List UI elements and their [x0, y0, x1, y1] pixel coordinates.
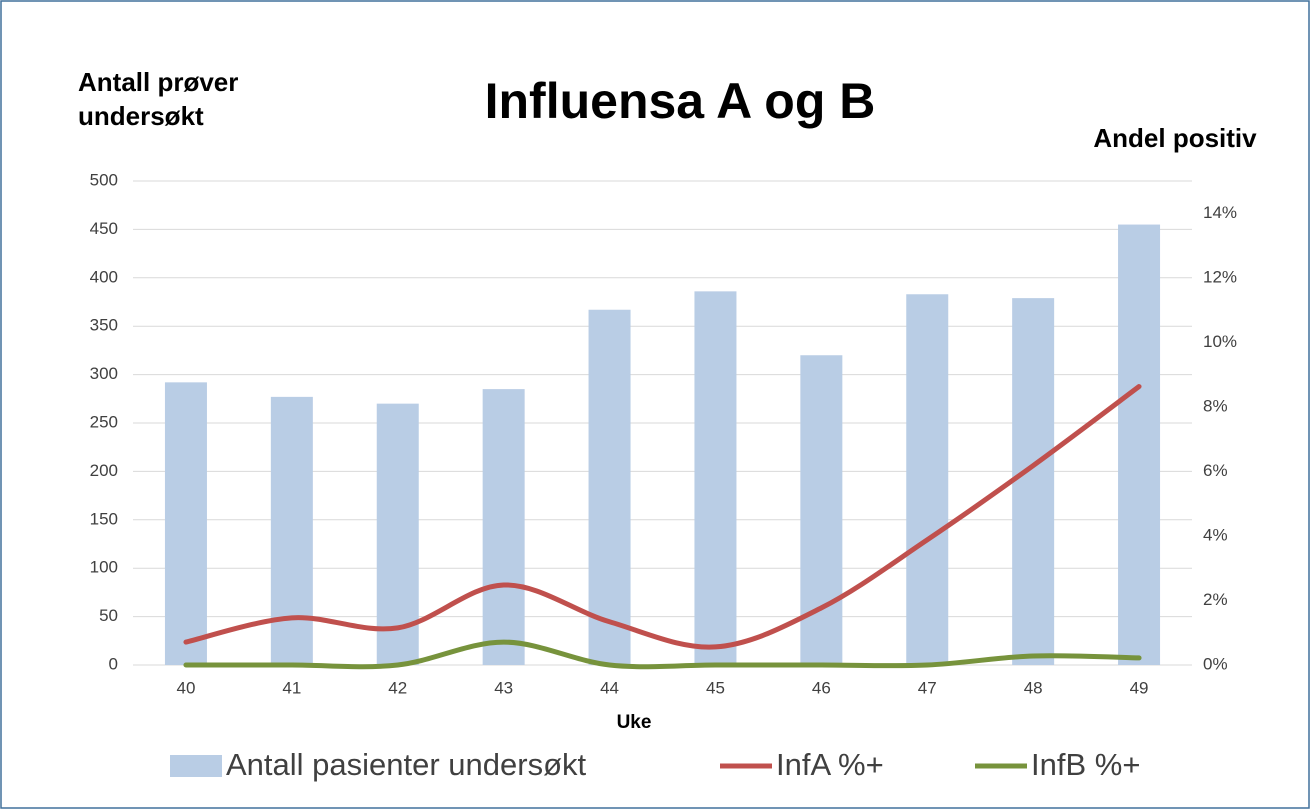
x-tick-label: 47 — [918, 678, 937, 697]
y2-tick-label: 12% — [1203, 267, 1237, 286]
bar — [1012, 298, 1055, 665]
x-tick-label: 44 — [600, 678, 619, 697]
x-tick-label: 46 — [812, 678, 831, 697]
y-tick-label: 450 — [90, 219, 118, 238]
y2-tick-label: 0% — [1203, 654, 1228, 673]
legend-label: InfA %+ — [776, 747, 884, 782]
bar — [906, 294, 949, 665]
y2-tick-label: 8% — [1203, 396, 1228, 415]
bar — [588, 309, 631, 665]
x-tick-label: 48 — [1024, 678, 1043, 697]
y-tick-label: 200 — [90, 461, 118, 480]
y-tick-label: 400 — [90, 267, 118, 286]
x-tick-label: 49 — [1130, 678, 1149, 697]
y-axis-label: Antall prøver undersøkt — [78, 67, 239, 131]
x-tick-label: 42 — [388, 678, 407, 697]
line — [183, 639, 1142, 670]
x-tick-label: 43 — [494, 678, 513, 697]
y2-tick-label: 14% — [1203, 203, 1237, 222]
bar — [800, 355, 843, 665]
y2-axis-label: Andel positiv — [1093, 123, 1257, 153]
y-tick-label: 100 — [90, 558, 118, 577]
bar — [164, 382, 207, 665]
y2-tick-label: 10% — [1203, 332, 1237, 351]
x-axis-label: Uke — [617, 712, 652, 733]
y2-tick-label: 4% — [1203, 525, 1228, 544]
y-tick-label: 50 — [99, 606, 118, 625]
x-tick-label: 41 — [282, 678, 301, 697]
bar — [482, 389, 525, 665]
legend-label: Antall pasienter undersøkt — [226, 747, 587, 782]
bar — [694, 291, 737, 665]
y2-tick-label: 2% — [1203, 590, 1228, 609]
y2-tick-label: 6% — [1203, 461, 1228, 480]
y-tick-label: 500 — [90, 170, 118, 189]
legend-label: InfB %+ — [1031, 747, 1140, 782]
bar — [1118, 224, 1161, 665]
y-tick-label: 0 — [109, 654, 118, 673]
y-tick-label: 350 — [90, 316, 118, 335]
bar — [376, 403, 419, 665]
y-tick-label: 300 — [90, 364, 118, 383]
x-tick-label: 45 — [706, 678, 725, 697]
legend-swatch — [170, 755, 222, 777]
y-tick-label: 150 — [90, 509, 118, 528]
x-tick-label: 40 — [176, 678, 195, 697]
y-tick-label: 250 — [90, 412, 118, 431]
bar — [270, 396, 313, 665]
chart-title: Influensa A og B — [485, 73, 876, 129]
line — [183, 384, 1142, 650]
